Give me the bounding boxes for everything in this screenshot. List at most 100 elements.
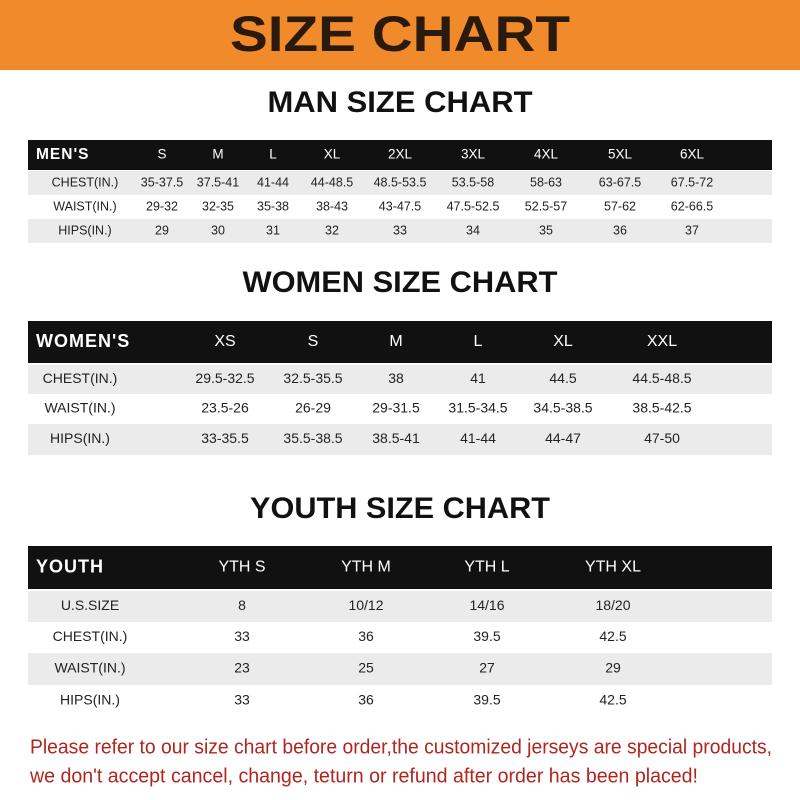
table-cell: 53.5-58 (452, 175, 494, 189)
table-cell: 41-44 (257, 175, 289, 189)
table-cell: 47.5-52.5 (447, 199, 500, 213)
table-cell: 36 (358, 628, 374, 644)
table-header-row (28, 140, 772, 170)
table-cell: 36 (613, 223, 627, 237)
size-header: YTH XL (585, 559, 641, 576)
table-cell: 23.5-26 (201, 400, 249, 416)
table-cell: 47-50 (644, 430, 680, 446)
table-cell: 38.5-42.5 (632, 400, 691, 416)
table-cell: 37 (685, 223, 699, 237)
table-cell: 33 (393, 223, 407, 237)
table-header-label: WOMEN'S (36, 331, 130, 351)
page-title: SIZE CHART (230, 6, 570, 62)
table-row-band (28, 219, 772, 243)
size-header: YTH M (341, 559, 391, 576)
table-cell: 33 (234, 692, 250, 708)
row-label: U.S.SIZE (61, 597, 119, 613)
table-cell: 32 (325, 223, 339, 237)
size-header: 6XL (680, 147, 705, 162)
table-cell: 63-67.5 (599, 175, 641, 189)
row-label: HIPS(IN.) (50, 430, 110, 446)
table-header-row (28, 321, 772, 363)
table-cell: 27 (479, 660, 495, 676)
table-cell: 31.5-34.5 (448, 400, 507, 416)
table-cell: 29 (155, 223, 169, 237)
table-header-row (28, 546, 772, 589)
table-row-band (28, 653, 772, 685)
size-header: XS (214, 333, 235, 350)
table-cell: 35-37.5 (141, 175, 183, 189)
table-cell: 33-35.5 (201, 430, 249, 446)
size-header: 2XL (388, 147, 413, 162)
table-cell: 10/12 (348, 597, 383, 613)
section-title: YOUTH SIZE CHART (250, 492, 550, 525)
table-cell: 32-35 (202, 199, 234, 213)
size-header: XXL (647, 333, 677, 350)
header-band (0, 0, 800, 70)
table-cell: 38-43 (316, 199, 348, 213)
row-label: WAIST(IN.) (44, 400, 115, 416)
table-cell: 39.5 (473, 692, 500, 708)
table-cell: 58-63 (530, 175, 562, 189)
row-label: CHEST(IN.) (53, 628, 128, 644)
table-row-band (28, 424, 772, 455)
table-cell: 48.5-53.5 (374, 175, 427, 189)
table-cell: 57-62 (604, 199, 636, 213)
table-row-band (28, 365, 772, 394)
table-row-band (28, 591, 772, 622)
size-header: XL (324, 147, 341, 162)
table-cell: 31 (266, 223, 280, 237)
table-cell: 29-32 (146, 199, 178, 213)
row-label: WAIST(IN.) (53, 199, 116, 213)
row-label: CHEST(IN.) (52, 175, 119, 189)
table-cell: 25 (358, 660, 374, 676)
table-cell: 33 (234, 628, 250, 644)
size-header: S (157, 147, 166, 162)
table-cell: 67.5-72 (671, 175, 713, 189)
footer-note: we don't accept cancel, change, teturn o… (29, 765, 698, 787)
table-row-band (28, 171, 772, 195)
table-cell: 34 (466, 223, 480, 237)
size-header: 3XL (461, 147, 486, 162)
size-header: M (389, 333, 402, 350)
table-header-label: MEN'S (36, 146, 89, 163)
size-header: S (308, 333, 319, 350)
size-header: YTH L (464, 559, 509, 576)
row-label: WAIST(IN.) (54, 660, 125, 676)
table-header-label: YOUTH (36, 556, 104, 576)
row-label: CHEST(IN.) (43, 370, 118, 386)
table-cell: 42.5 (599, 628, 626, 644)
table-cell: 29-31.5 (372, 400, 420, 416)
row-label: HIPS(IN.) (58, 223, 111, 237)
table-cell: 38.5-41 (372, 430, 420, 446)
table-cell: 42.5 (599, 692, 626, 708)
size-header: 4XL (534, 147, 559, 162)
table-cell: 52.5-57 (525, 199, 567, 213)
table-cell: 36 (358, 692, 374, 708)
table-cell: 44-48.5 (311, 175, 353, 189)
table-cell: 14/16 (469, 597, 504, 613)
table-cell: 35-38 (257, 199, 289, 213)
table-cell: 44.5-48.5 (632, 370, 691, 386)
table-cell: 32.5-35.5 (283, 370, 342, 386)
table-cell: 35.5-38.5 (283, 430, 342, 446)
table-cell: 44.5 (549, 370, 576, 386)
table-cell: 41 (470, 370, 486, 386)
table-cell: 44-47 (545, 430, 581, 446)
size-header: 5XL (608, 147, 633, 162)
table-cell: 26-29 (295, 400, 331, 416)
table-cell: 29 (605, 660, 621, 676)
row-label: HIPS(IN.) (60, 692, 120, 708)
size-header: XL (553, 333, 573, 350)
table-cell: 39.5 (473, 628, 500, 644)
table-cell: 30 (211, 223, 225, 237)
table-cell: 41-44 (460, 430, 496, 446)
table-cell: 34.5-38.5 (533, 400, 592, 416)
section-title: WOMEN SIZE CHART (243, 266, 558, 299)
table-cell: 18/20 (595, 597, 630, 613)
size-header: L (474, 333, 483, 350)
table-cell: 8 (238, 597, 246, 613)
table-cell: 43-47.5 (379, 199, 421, 213)
table-cell: 37.5-41 (197, 175, 239, 189)
